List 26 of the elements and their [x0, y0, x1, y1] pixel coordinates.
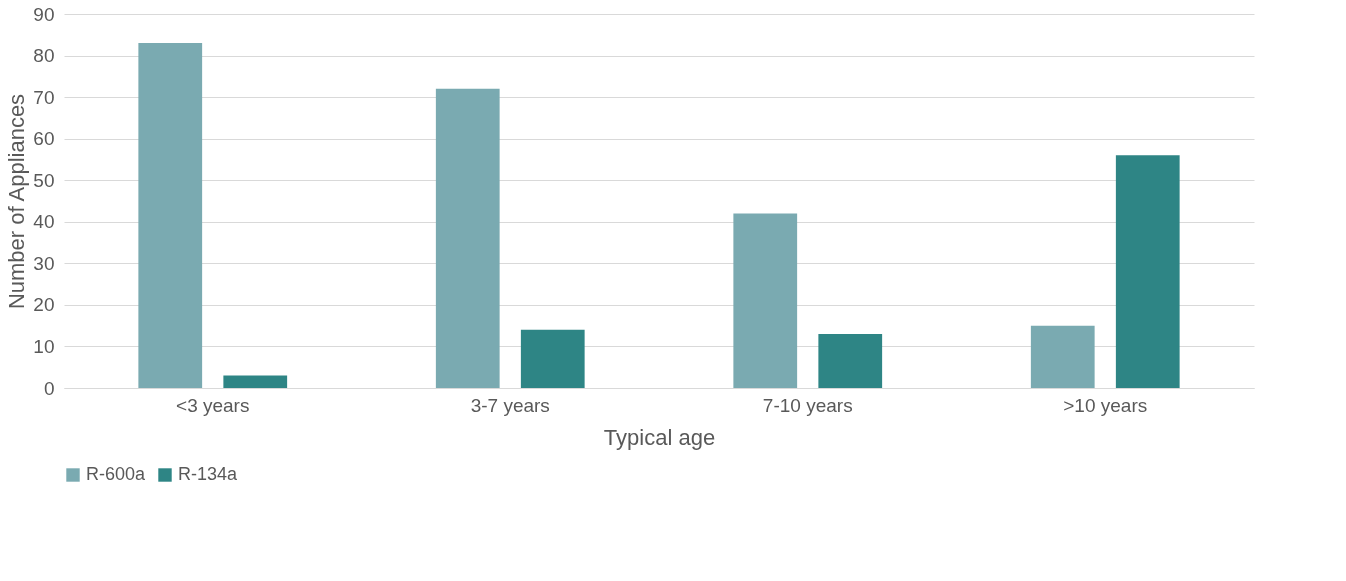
y-tick-label: 60: [33, 128, 55, 150]
bar: [1115, 155, 1180, 388]
x-tick-label: 3-7 years: [470, 394, 550, 416]
bar: [818, 333, 883, 388]
legend-label: R-134a: [178, 464, 239, 484]
y-tick-label: 20: [33, 294, 55, 316]
y-tick-label: 70: [33, 86, 55, 108]
bar: [435, 88, 500, 388]
bar: [733, 213, 798, 388]
x-tick-label: 7-10 years: [762, 394, 853, 416]
y-tick-label: 80: [33, 45, 55, 67]
y-tick-label: 50: [33, 169, 55, 191]
x-tick-label: <3 years: [176, 394, 250, 416]
y-tick-label: 40: [33, 211, 55, 233]
legend-label: R-600a: [86, 464, 147, 484]
y-tick-label: 30: [33, 252, 55, 274]
y-axis-title: Number of Appliances: [4, 93, 30, 310]
y-tick-label: 0: [43, 377, 55, 399]
y-tick-label: 10: [33, 335, 55, 357]
bar: [138, 43, 203, 388]
bar: [520, 329, 585, 388]
bar: [223, 375, 288, 388]
bar: [1030, 325, 1095, 388]
x-axis-title: Typical age: [603, 424, 716, 450]
y-tick-label: 90: [33, 3, 55, 25]
x-tick-label: >10 years: [1063, 394, 1148, 416]
